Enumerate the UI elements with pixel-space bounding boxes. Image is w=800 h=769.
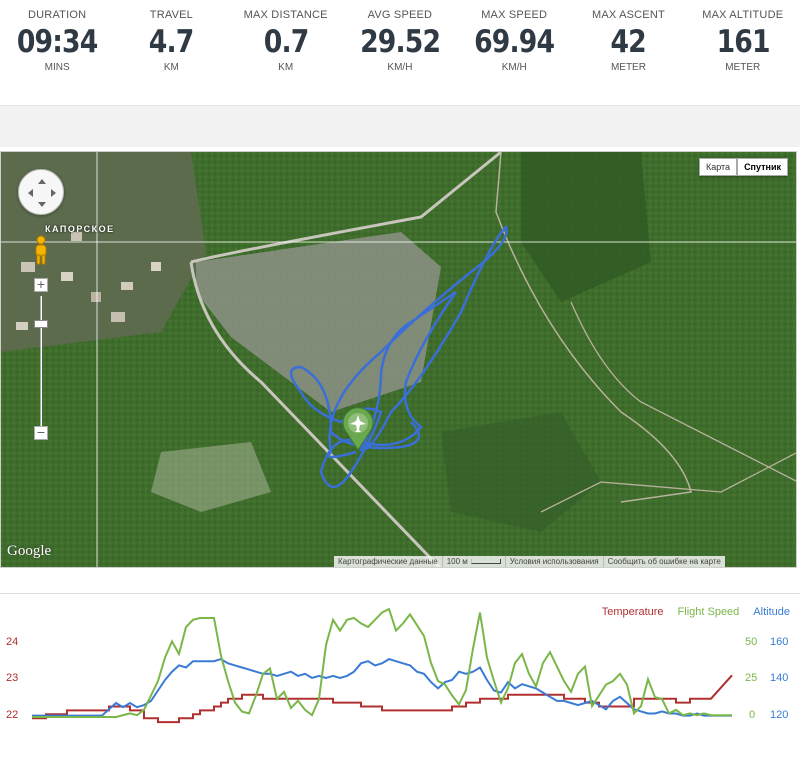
altitude-tick-label: 120 bbox=[770, 709, 789, 721]
map-type-control[interactable]: Карта Спутник bbox=[698, 158, 788, 176]
speed-tick-label: 50 bbox=[745, 636, 758, 648]
chart-plot-area bbox=[32, 607, 733, 724]
stat-max-altitude: MAX ALTITUDE 161 METER bbox=[686, 0, 800, 105]
stat-avg-speed: AVG SPEED 29.52 KM/H bbox=[343, 0, 457, 105]
stat-unit: METER bbox=[725, 62, 761, 73]
village-label: КАПОРСКОЕ bbox=[45, 224, 115, 234]
stat-value: 42 bbox=[610, 24, 647, 60]
stat-value: 4.7 bbox=[149, 24, 195, 60]
airplane-marker-icon[interactable] bbox=[342, 407, 374, 451]
stat-value: 161 bbox=[716, 24, 770, 60]
pan-control-icon[interactable] bbox=[18, 169, 64, 215]
speed-tick-label: 25 bbox=[745, 672, 758, 684]
legend-altitude[interactable]: Altitude bbox=[753, 606, 790, 618]
report-error-link[interactable]: Сообщить об ошибке на карте bbox=[602, 556, 725, 567]
series-line-altitude[interactable] bbox=[32, 658, 732, 717]
altitude-tick-label: 140 bbox=[770, 672, 789, 684]
stat-label: MAX ALTITUDE bbox=[702, 9, 784, 21]
stat-unit: KM bbox=[278, 62, 294, 73]
legend-flight-speed[interactable]: Flight Speed bbox=[677, 606, 740, 618]
altitude-tick-label: 160 bbox=[770, 636, 789, 648]
stat-duration: DURATION 09:34 MINS bbox=[0, 0, 114, 105]
zoom-out-icon[interactable]: − bbox=[34, 426, 48, 440]
chart-legend: Temperature Flight Speed Altitude bbox=[602, 606, 790, 618]
legend-temperature[interactable]: Temperature bbox=[601, 606, 664, 618]
stat-max-ascent: MAX ASCENT 42 METER bbox=[571, 0, 685, 105]
stat-travel: TRAVEL 4.7 KM bbox=[114, 0, 228, 105]
scale-label: 100 м bbox=[446, 557, 468, 566]
temp-tick-label: 23 bbox=[6, 672, 19, 684]
flight-track bbox=[289, 224, 508, 489]
zoom-in-icon[interactable]: + bbox=[34, 278, 48, 292]
map-type-map-button[interactable]: Карта bbox=[698, 158, 738, 176]
speed-tick-label: 0 bbox=[749, 709, 756, 721]
stat-value: 29.52 bbox=[359, 24, 441, 60]
flight-chart: Temperature Flight Speed Altitude 24 23 … bbox=[0, 593, 800, 768]
map-credits: Картографические данные 100 м Условия ис… bbox=[334, 556, 725, 567]
google-logo[interactable]: Google bbox=[7, 543, 52, 559]
scale-indicator: 100 м bbox=[441, 556, 505, 567]
series-line-flight-speed[interactable] bbox=[32, 607, 732, 718]
stat-label: AVG SPEED bbox=[367, 9, 433, 21]
zoom-slider-thumb[interactable] bbox=[34, 320, 48, 328]
pegman-icon[interactable] bbox=[32, 235, 50, 265]
terms-link[interactable]: Условия использования bbox=[504, 556, 603, 567]
stat-unit: METER bbox=[610, 62, 646, 73]
flight-stats-bar: DURATION 09:34 MINS TRAVEL 4.7 KM MAX DI… bbox=[0, 0, 800, 105]
stat-unit: MINS bbox=[44, 62, 70, 73]
stat-max-speed: MAX SPEED 69.94 KM/H bbox=[457, 0, 571, 105]
stat-label: TRAVEL bbox=[149, 9, 193, 21]
temp-tick-label: 22 bbox=[6, 709, 19, 721]
stat-label: MAX DISTANCE bbox=[243, 9, 328, 21]
stat-value: 69.94 bbox=[474, 24, 555, 60]
stat-label: MAX SPEED bbox=[481, 9, 548, 21]
stat-label: MAX ASCENT bbox=[592, 9, 665, 21]
stat-max-distance: MAX DISTANCE 0.7 KM bbox=[229, 0, 343, 105]
stat-unit: KM/H bbox=[501, 62, 527, 73]
temp-tick-label: 24 bbox=[6, 636, 19, 648]
zoom-slider-track[interactable] bbox=[40, 296, 42, 426]
separator-band bbox=[0, 105, 800, 147]
map-data-credit[interactable]: Картографические данные bbox=[338, 557, 438, 566]
stat-value: 0.7 bbox=[263, 24, 309, 60]
scale-bar bbox=[470, 559, 501, 565]
stat-label: DURATION bbox=[28, 9, 87, 21]
satellite-imagery[interactable] bbox=[1, 152, 797, 568]
stat-value: 09:34 bbox=[16, 24, 98, 60]
map-type-satellite-button[interactable]: Спутник bbox=[737, 158, 788, 176]
stat-unit: KM/H bbox=[387, 62, 413, 73]
stat-unit: KM bbox=[163, 62, 179, 73]
flight-map[interactable]: Карта Спутник + − КАПОРСКОЕ Google Карто… bbox=[0, 151, 797, 568]
